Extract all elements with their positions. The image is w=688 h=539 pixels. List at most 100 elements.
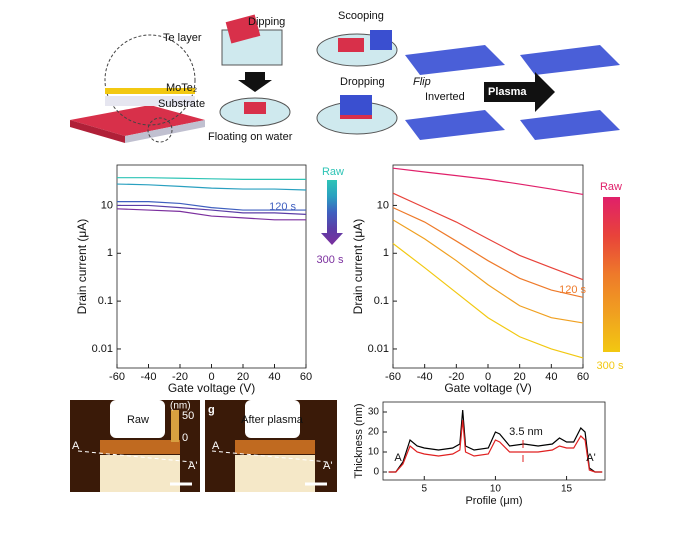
label: Plasma: [488, 86, 527, 98]
label: A: [72, 440, 80, 452]
substrate: [370, 30, 392, 50]
x-tick-label: -40: [141, 371, 157, 383]
annotation: 3.5 nm: [509, 426, 543, 438]
substrate: [405, 45, 505, 75]
label: A: [212, 440, 220, 452]
y-tick-label: 1: [107, 247, 113, 259]
legend-label: Raw: [322, 166, 344, 178]
substrate: [340, 95, 372, 115]
electrode: [245, 400, 300, 438]
arrow: [238, 72, 272, 92]
series-line: [392, 192, 584, 281]
x-tick-label: 10: [490, 484, 502, 495]
x-tick-label: 0: [485, 371, 491, 383]
film-side: [70, 120, 125, 143]
film: [338, 38, 364, 52]
y-tick-label: 10: [101, 199, 113, 211]
legend-label: 300 s: [597, 360, 624, 372]
film: [235, 440, 315, 454]
afm: Raw (nm) 50 0 A A' g A A' After plasma: [70, 400, 337, 492]
label: Dropping: [340, 76, 385, 88]
legend-label: Raw: [600, 181, 622, 193]
plot-frame: [382, 401, 606, 481]
x-tick-label: -60: [109, 371, 125, 383]
label: Flip: [413, 76, 431, 88]
y-tick-label: 0.01: [92, 343, 113, 355]
zoom-circle: [147, 117, 173, 143]
plot-frame: [392, 164, 584, 369]
y-tick-label: 0.1: [98, 295, 113, 307]
substrate: [520, 45, 620, 75]
y-axis-title: Drain current (μA): [75, 219, 89, 315]
series-line: [392, 243, 584, 359]
film: [70, 105, 205, 136]
annotation: A: [394, 452, 402, 464]
y-tick-label: 20: [368, 427, 380, 438]
label: Scooping: [338, 10, 384, 22]
film: [244, 102, 266, 114]
series-line: [392, 167, 584, 195]
x-tick-label: 5: [421, 484, 427, 495]
legend-bar: [603, 197, 620, 352]
label: Dipping: [248, 16, 285, 28]
y-tick-label: 0: [373, 467, 379, 478]
film: [100, 440, 180, 454]
series-line: [392, 219, 584, 324]
colorbar: [171, 410, 179, 442]
label: MoTe₂: [166, 82, 197, 94]
film-side: [125, 120, 205, 143]
x-axis-title: Profile (μm): [465, 495, 522, 507]
series-line: [388, 409, 603, 473]
label: Raw: [127, 414, 149, 426]
label: 50: [182, 410, 194, 422]
arrow: [484, 72, 555, 112]
electrode: [110, 400, 165, 438]
label: Floating on water: [208, 131, 293, 143]
x-tick-label: 0: [208, 371, 214, 383]
electrode: [235, 455, 315, 492]
y-axis-title: Drain current (μA): [351, 219, 365, 315]
x-axis-title: Gate voltage (V): [444, 381, 531, 395]
x-tick-label: 40: [545, 371, 557, 383]
x-tick-label: 60: [300, 371, 312, 383]
x-tick-label: -20: [448, 371, 464, 383]
y-tick-label: 0.1: [374, 295, 389, 307]
label: 0: [182, 432, 188, 444]
y-tick-label: 10: [368, 447, 380, 458]
profile-line: [211, 450, 329, 463]
substrate-layer: [105, 96, 195, 106]
label: (nm): [170, 401, 191, 412]
x-tick-label: -40: [417, 371, 433, 383]
series-line: [117, 201, 306, 211]
label: A': [323, 460, 332, 472]
zoom-circle: [104, 34, 196, 126]
series-line: [116, 183, 307, 191]
panel-label: g: [208, 404, 215, 416]
y-tick-label: 1: [383, 247, 389, 259]
series-line: [117, 177, 306, 181]
label: Inverted: [425, 91, 465, 103]
x-tick-label: 40: [268, 371, 280, 383]
plot-frame: [116, 164, 307, 369]
electrode: [100, 455, 180, 492]
series-line: [388, 419, 603, 473]
film: [340, 115, 372, 119]
series-line: [116, 208, 306, 221]
label: Te layer: [163, 32, 202, 44]
substrate: [520, 110, 620, 140]
label: After plasma: [241, 414, 304, 426]
x-tick-label: 20: [237, 371, 249, 383]
annotation: A': [586, 452, 595, 464]
y-axis-title: Thickness (nm): [353, 403, 365, 478]
y-tick-label: 0.01: [368, 343, 389, 355]
mote2-layer: [105, 88, 195, 94]
series-line: [117, 204, 307, 215]
series-line: [392, 207, 584, 298]
profile-line: [77, 450, 193, 463]
y-tick-label: 30: [368, 407, 380, 418]
x-tick-label: 20: [514, 371, 526, 383]
film: [225, 14, 261, 44]
schematic: Te layer MoTe₂ Substrate Dipping Floatin…: [70, 10, 620, 143]
